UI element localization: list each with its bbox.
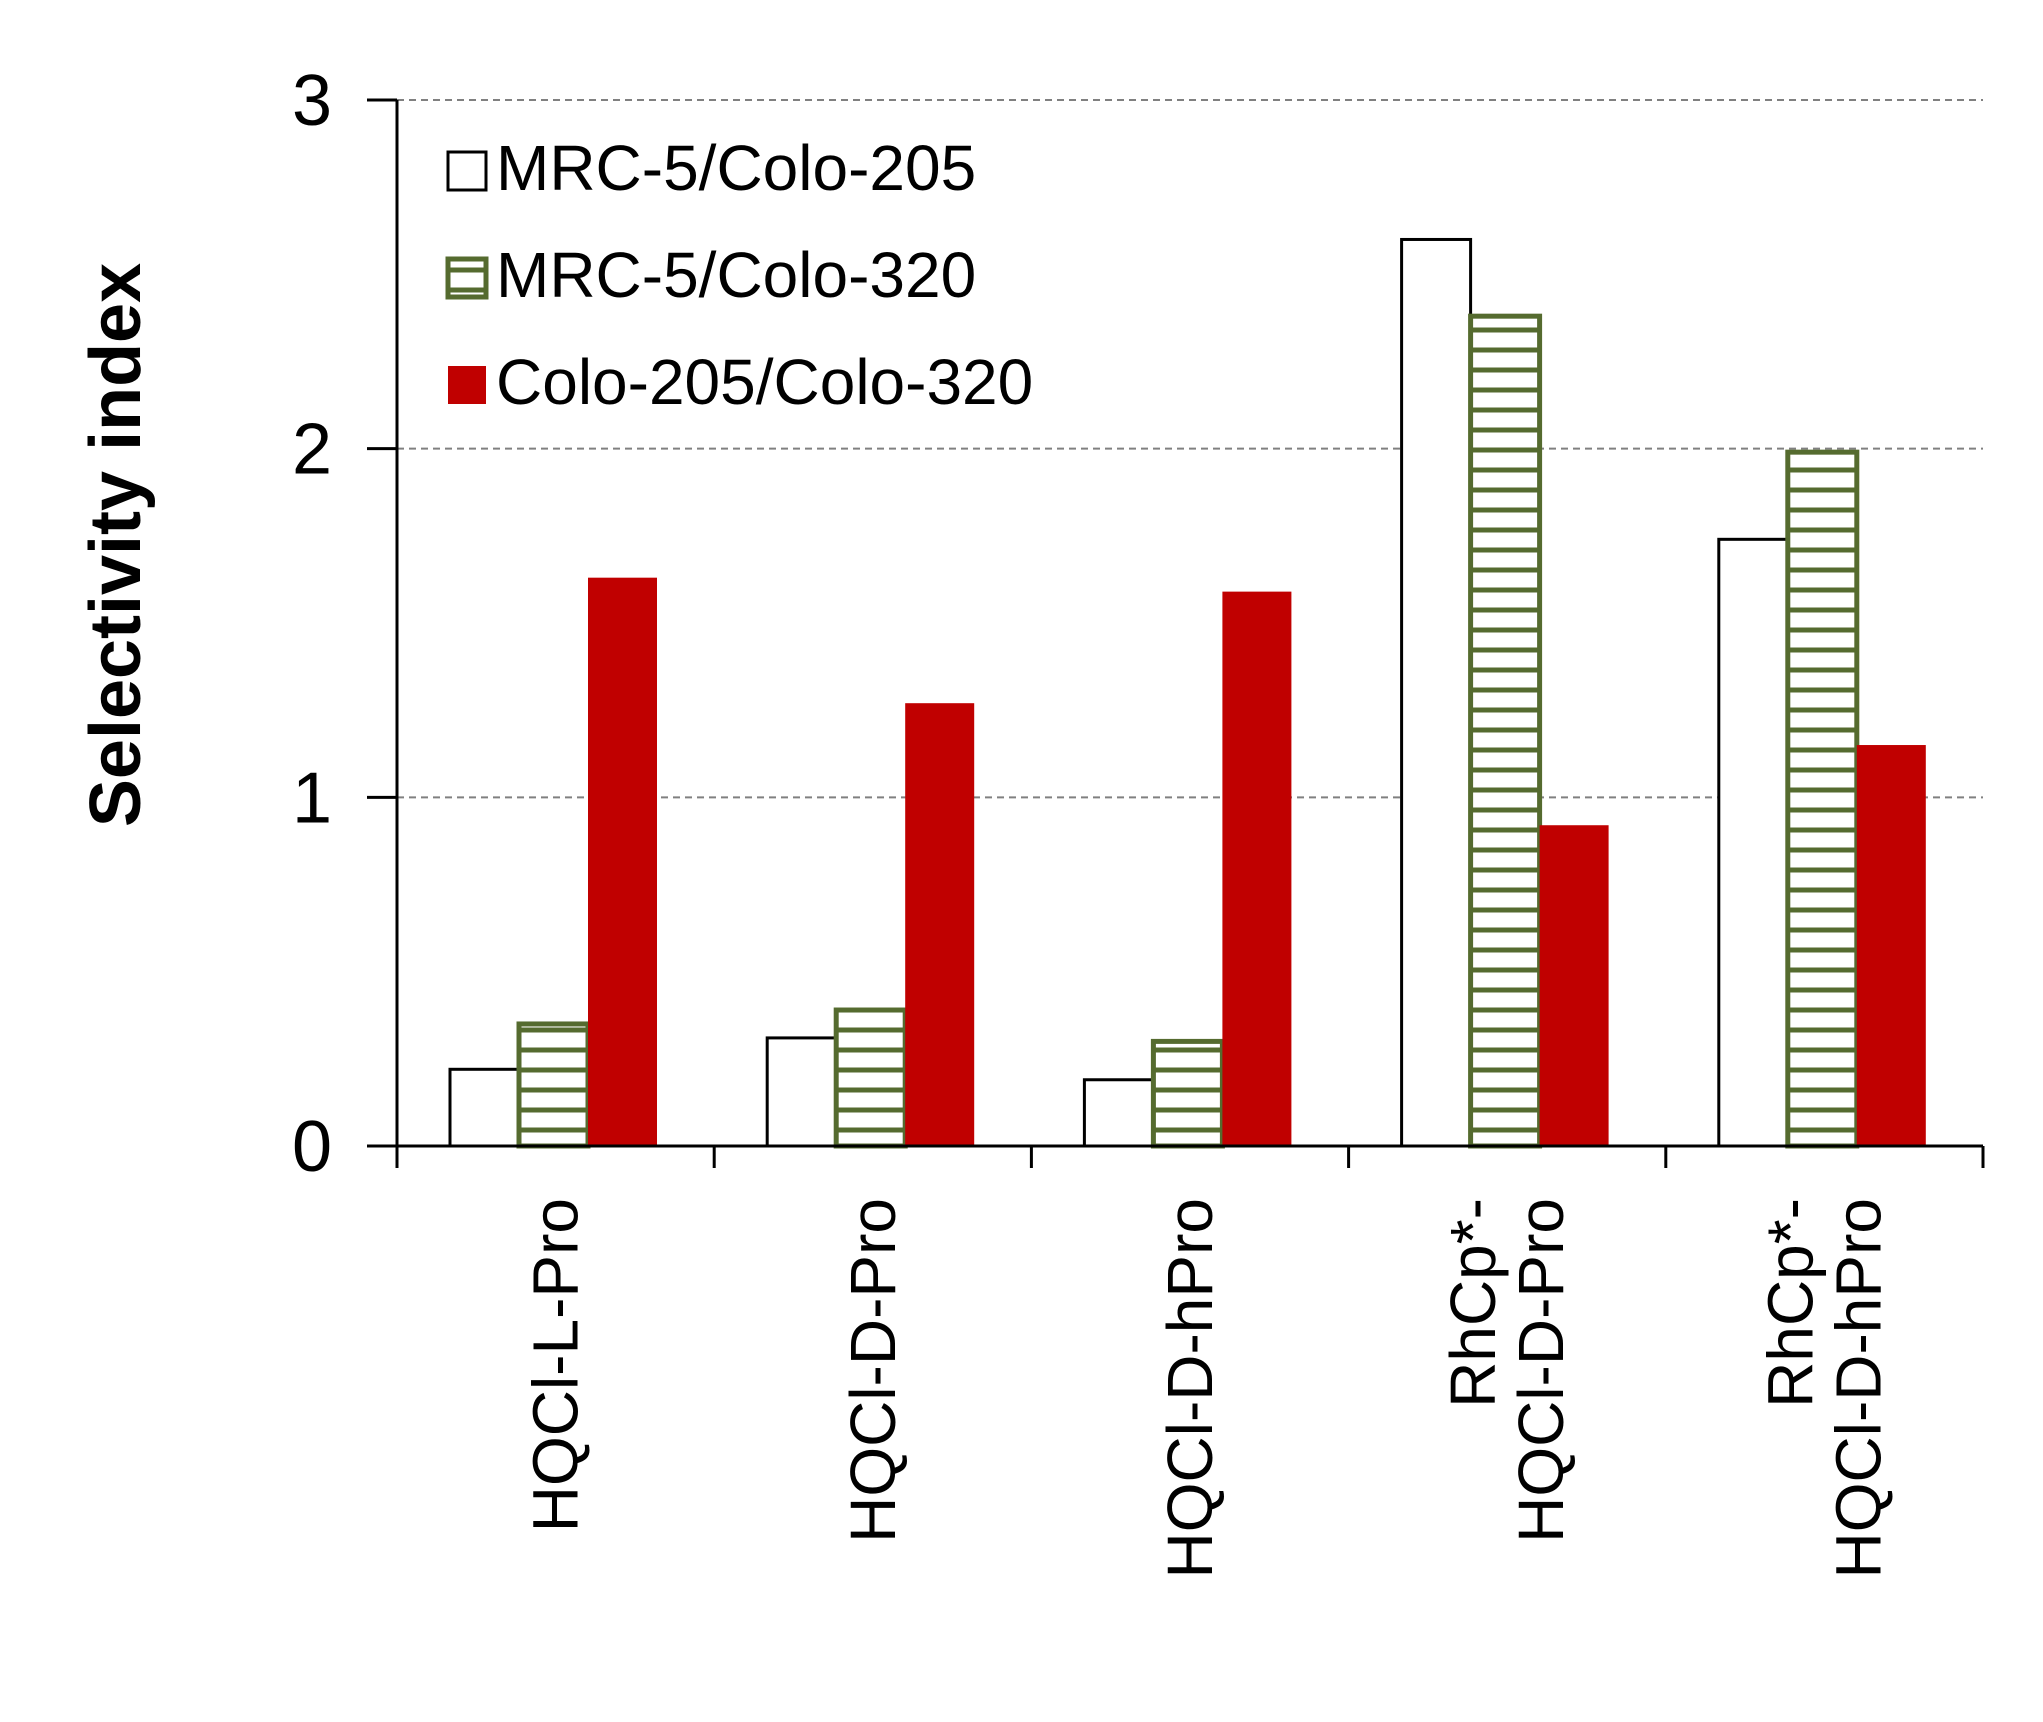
bar-hollow-3	[1082, 1078, 1155, 1148]
bars	[448, 237, 1926, 1149]
bar-hollow-4	[1400, 237, 1473, 1148]
x-tick-label-5-line-2: HQCl-D-hPro	[1822, 1198, 1894, 1578]
x-tick-label-3-line-1: HQCl-D-hPro	[1154, 1198, 1226, 1578]
legend-swatch-hatched	[445, 256, 489, 300]
bar-solid-2	[905, 703, 975, 1146]
bar-solid-5	[1856, 745, 1926, 1146]
y-tick-label-1: 1	[292, 758, 332, 838]
bar-hatched-4	[1468, 313, 1543, 1149]
x-tick-label-1-line-1: HQCl-L-Pro	[520, 1198, 592, 1532]
bar-hatched-5	[1785, 449, 1860, 1149]
legend-swatch-hollow	[446, 150, 488, 192]
bar-hatched-1	[516, 1021, 591, 1149]
x-tick-label-4-line-1: RhCp*-	[1437, 1198, 1509, 1408]
y-tick-labels: 0 1 2 3	[292, 61, 332, 1187]
bar-solid-3	[1222, 591, 1292, 1146]
bar-hollow-1	[448, 1067, 521, 1148]
legend: MRC-5/Colo-205 MRC-5/Colo-320 Colo-205/Col…	[445, 132, 1033, 418]
bar-hatched-3	[1150, 1038, 1225, 1149]
legend-label-hollow: MRC-5/Colo-205	[496, 132, 976, 204]
y-axis-label: Selectivity index	[76, 263, 156, 827]
legend-label-solid: Colo-205/Colo-320	[496, 346, 1033, 418]
x-tick-label-4-line-2: HQCl-D-Pro	[1505, 1198, 1577, 1543]
y-tick-label-3: 3	[292, 61, 332, 141]
x-tick-label-5-line-1: RhCp*-	[1754, 1198, 1826, 1408]
y-tick-label-0: 0	[292, 1107, 332, 1187]
legend-swatch-solid	[448, 366, 486, 404]
bar-solid-1	[588, 577, 657, 1146]
bar-hollow-5	[1717, 537, 1790, 1148]
bar-solid-4	[1539, 825, 1609, 1146]
axes	[367, 98, 1985, 1168]
x-tick-label-2-line-1: HQCl-D-Pro	[837, 1198, 909, 1543]
bar-hollow-2	[765, 1036, 838, 1148]
legend-label-hatched: MRC-5/Colo-320	[496, 239, 976, 311]
bar-hatched-2	[833, 1007, 908, 1149]
y-tick-label-2: 2	[292, 410, 332, 490]
x-tick-labels: HQCl-L-Pro HQCl-D-Pro HQCl-D-hPro RhCp*-HQC…	[520, 1198, 1895, 1578]
